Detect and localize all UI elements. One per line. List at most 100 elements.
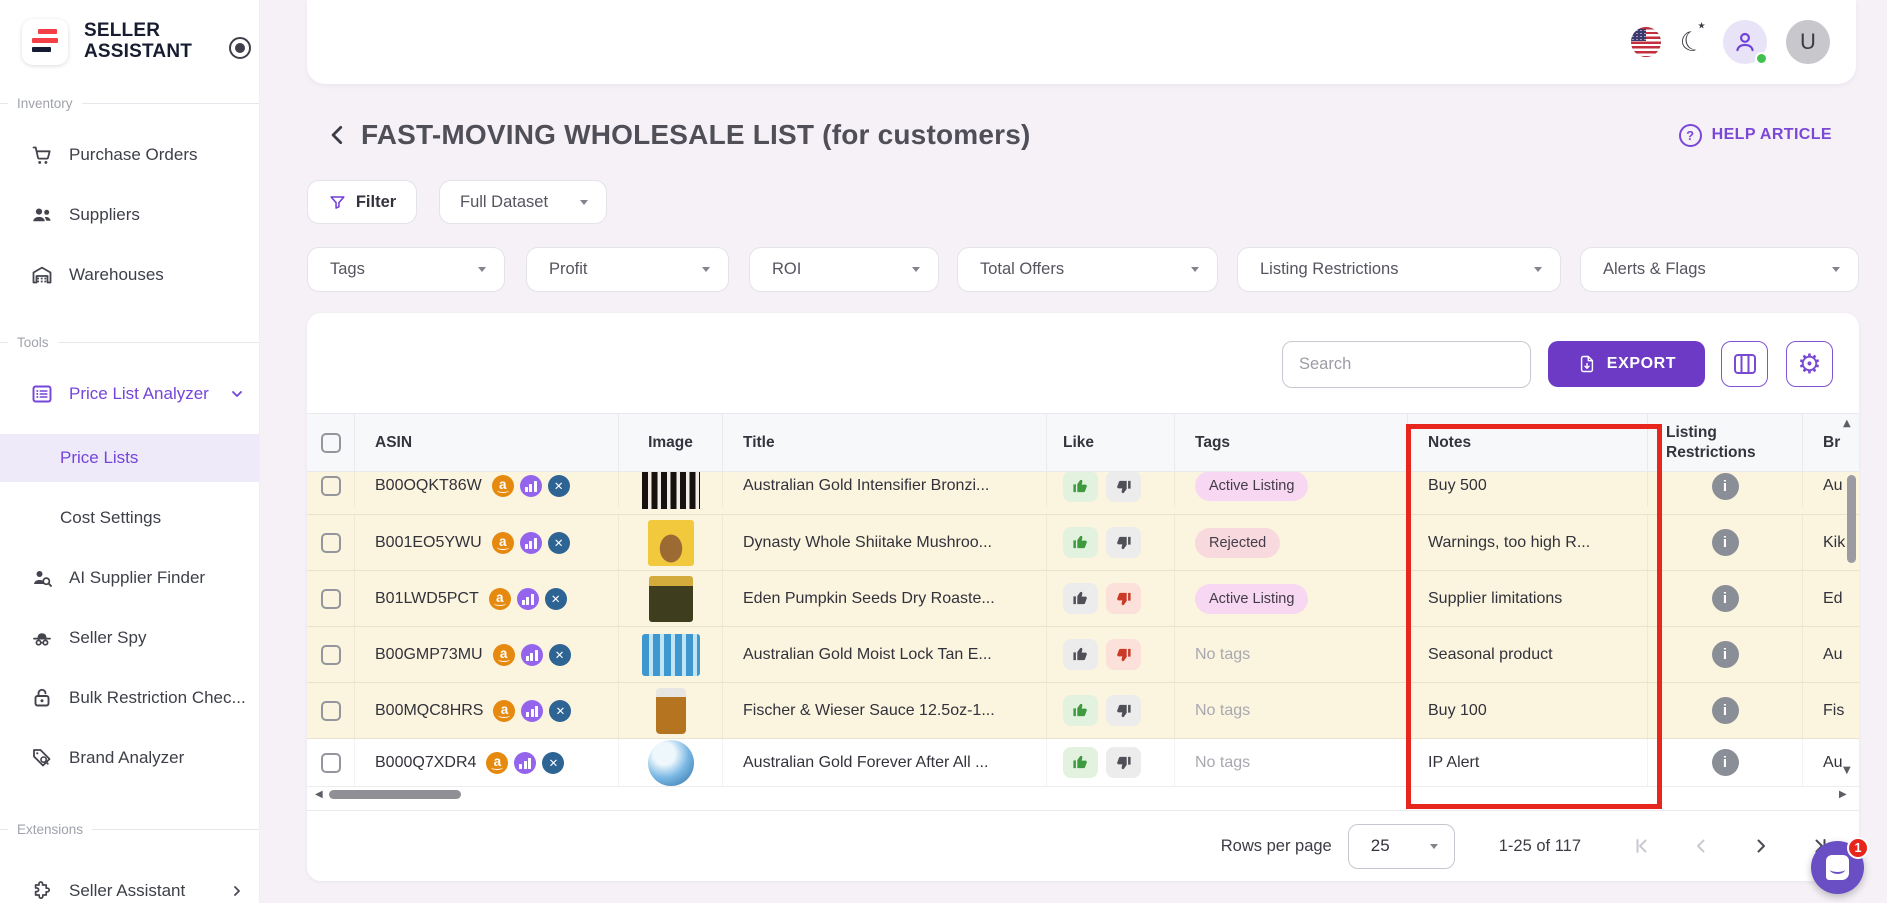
x-logo-icon[interactable]: ✕ xyxy=(545,588,567,610)
next-page-button[interactable] xyxy=(1749,834,1773,858)
sidebar-collapse-toggle-icon[interactable] xyxy=(229,37,251,59)
table-row[interactable]: B01LWD5PCT a ✕ Eden Pumpkin Seeds Dry Ro… xyxy=(307,571,1859,627)
amazon-icon[interactable]: a xyxy=(492,475,514,497)
table-row[interactable]: B001EO5YWU a ✕ Dynasty Whole Shiitake Mu… xyxy=(307,515,1859,571)
tag-chip[interactable]: Active Listing xyxy=(1195,472,1308,501)
tags-filter-dropdown[interactable]: Tags xyxy=(307,247,505,292)
vertical-scroll-up-icon[interactable]: ▲ xyxy=(1843,418,1851,429)
horizontal-scroll-right-icon[interactable]: ▶ xyxy=(1839,789,1847,800)
sidebar-item-cost-settings[interactable]: Cost Settings xyxy=(0,494,259,542)
table-row[interactable]: B00OQKT86W a ✕ Australian Gold Intensifi… xyxy=(307,472,1859,515)
note-text[interactable]: Supplier limitations xyxy=(1428,590,1562,608)
info-icon[interactable]: i xyxy=(1712,641,1739,668)
sidebar-item-price-list-analyzer[interactable]: Price List Analyzer xyxy=(0,364,259,424)
header-like[interactable]: Like xyxy=(1047,414,1175,471)
sidebar-item-seller-spy[interactable]: Seller Spy xyxy=(0,608,259,668)
thumb-down-button[interactable] xyxy=(1106,747,1141,778)
amazon-icon[interactable]: a xyxy=(493,644,515,666)
alerts-flags-filter-dropdown[interactable]: Alerts & Flags xyxy=(1580,247,1859,292)
x-logo-icon[interactable]: ✕ xyxy=(542,752,564,774)
amazon-icon[interactable]: a xyxy=(493,700,515,722)
sidebar-item-price-lists[interactable]: Price Lists xyxy=(0,434,259,482)
sidebar-item-bulk-restriction-checker[interactable]: Bulk Restriction Chec... xyxy=(0,668,259,728)
chat-launcher[interactable]: 1 xyxy=(1811,841,1864,894)
user-avatar[interactable]: U xyxy=(1786,20,1830,64)
note-text[interactable]: Warnings, too high R... xyxy=(1428,534,1590,552)
header-brand[interactable]: Br xyxy=(1803,414,1847,471)
tag-chip[interactable]: Rejected xyxy=(1195,528,1280,558)
sidebar-item-brand-analyzer[interactable]: Brand Analyzer xyxy=(0,728,259,788)
profit-filter-dropdown[interactable]: Profit xyxy=(526,247,729,292)
sidebar-item-warehouses[interactable]: Warehouses xyxy=(0,245,259,305)
chart-icon[interactable] xyxy=(520,532,542,554)
first-page-button[interactable] xyxy=(1629,834,1653,858)
dark-mode-icon[interactable]: ☾ xyxy=(1677,26,1707,58)
info-icon[interactable]: i xyxy=(1712,697,1739,724)
row-checkbox[interactable] xyxy=(321,476,341,496)
table-row[interactable]: B00MQC8HRS a ✕ Fischer & Wieser Sauce 12… xyxy=(307,683,1859,739)
help-article-link[interactable]: ? HELP ARTICLE xyxy=(1679,124,1832,147)
header-notes[interactable]: Notes xyxy=(1408,414,1648,471)
dataset-select[interactable]: Full Dataset xyxy=(439,180,607,224)
thumb-up-button[interactable] xyxy=(1063,472,1098,502)
table-row[interactable]: B00GMP73MU a ✕ Australian Gold Moist Loc… xyxy=(307,627,1859,683)
account-avatar[interactable] xyxy=(1723,20,1767,64)
info-icon[interactable]: i xyxy=(1712,749,1739,776)
vertical-scroll-down-icon[interactable]: ▼ xyxy=(1843,765,1851,776)
chart-icon[interactable] xyxy=(521,700,543,722)
previous-page-button[interactable] xyxy=(1689,834,1713,858)
settings-button[interactable]: ⚙ xyxy=(1786,341,1833,387)
note-text[interactable]: Seasonal product xyxy=(1428,646,1553,664)
sidebar-item-ai-supplier-finder[interactable]: AI Supplier Finder xyxy=(0,548,259,608)
chart-icon[interactable] xyxy=(514,752,536,774)
x-logo-icon[interactable]: ✕ xyxy=(548,532,570,554)
thumb-up-button[interactable] xyxy=(1063,639,1098,670)
export-button[interactable]: EXPORT xyxy=(1548,341,1705,387)
sidebar-item-suppliers[interactable]: Suppliers xyxy=(0,185,259,245)
columns-button[interactable] xyxy=(1721,341,1768,387)
select-all-checkbox[interactable] xyxy=(321,433,341,453)
vertical-scrollbar[interactable] xyxy=(1847,475,1856,563)
rows-per-page-select[interactable]: 25 xyxy=(1348,824,1455,869)
thumb-up-button[interactable] xyxy=(1063,527,1098,558)
header-listing-restrictions[interactable]: Listing Restrictions xyxy=(1648,414,1803,471)
info-icon[interactable]: i xyxy=(1712,473,1739,500)
note-text[interactable]: Buy 100 xyxy=(1428,702,1487,720)
row-checkbox[interactable] xyxy=(321,753,341,773)
note-text[interactable]: Buy 500 xyxy=(1428,477,1487,495)
chart-icon[interactable] xyxy=(521,644,543,666)
x-logo-icon[interactable]: ✕ xyxy=(549,700,571,722)
info-icon[interactable]: i xyxy=(1712,529,1739,556)
thumb-up-button[interactable] xyxy=(1063,747,1098,778)
thumb-down-button[interactable] xyxy=(1106,695,1141,726)
thumb-down-button[interactable] xyxy=(1106,527,1141,558)
header-image[interactable]: Image xyxy=(619,414,723,471)
header-asin[interactable]: ASIN xyxy=(355,414,619,471)
thumb-down-button[interactable] xyxy=(1106,472,1141,502)
chart-icon[interactable] xyxy=(520,475,542,497)
total-offers-filter-dropdown[interactable]: Total Offers xyxy=(957,247,1218,292)
note-text[interactable]: IP Alert xyxy=(1428,754,1479,772)
thumb-up-button[interactable] xyxy=(1063,583,1098,614)
sidebar-item-purchase-orders[interactable]: Purchase Orders xyxy=(0,125,259,185)
back-button[interactable] xyxy=(323,120,353,150)
sidebar-item-seller-assistant-extension[interactable]: Seller Assistant xyxy=(0,861,259,903)
tag-chip[interactable]: Active Listing xyxy=(1195,584,1308,614)
table-row[interactable]: B000Q7XDR4 a ✕ Australian Gold Forever A… xyxy=(307,739,1859,787)
row-checkbox[interactable] xyxy=(321,533,341,553)
row-checkbox[interactable] xyxy=(321,645,341,665)
roi-filter-dropdown[interactable]: ROI xyxy=(749,247,939,292)
info-icon[interactable]: i xyxy=(1712,585,1739,612)
header-tags[interactable]: Tags xyxy=(1175,414,1408,471)
us-flag-icon[interactable] xyxy=(1631,27,1661,57)
x-logo-icon[interactable]: ✕ xyxy=(548,475,570,497)
search-input[interactable] xyxy=(1282,341,1531,388)
filter-button[interactable]: Filter xyxy=(307,180,417,224)
amazon-icon[interactable]: a xyxy=(492,532,514,554)
row-checkbox[interactable] xyxy=(321,589,341,609)
listing-restrictions-filter-dropdown[interactable]: Listing Restrictions xyxy=(1237,247,1561,292)
row-checkbox[interactable] xyxy=(321,701,341,721)
header-title[interactable]: Title xyxy=(723,414,1047,471)
horizontal-scroll-left-icon[interactable]: ◀ xyxy=(315,789,323,800)
thumb-down-button[interactable] xyxy=(1106,639,1141,670)
